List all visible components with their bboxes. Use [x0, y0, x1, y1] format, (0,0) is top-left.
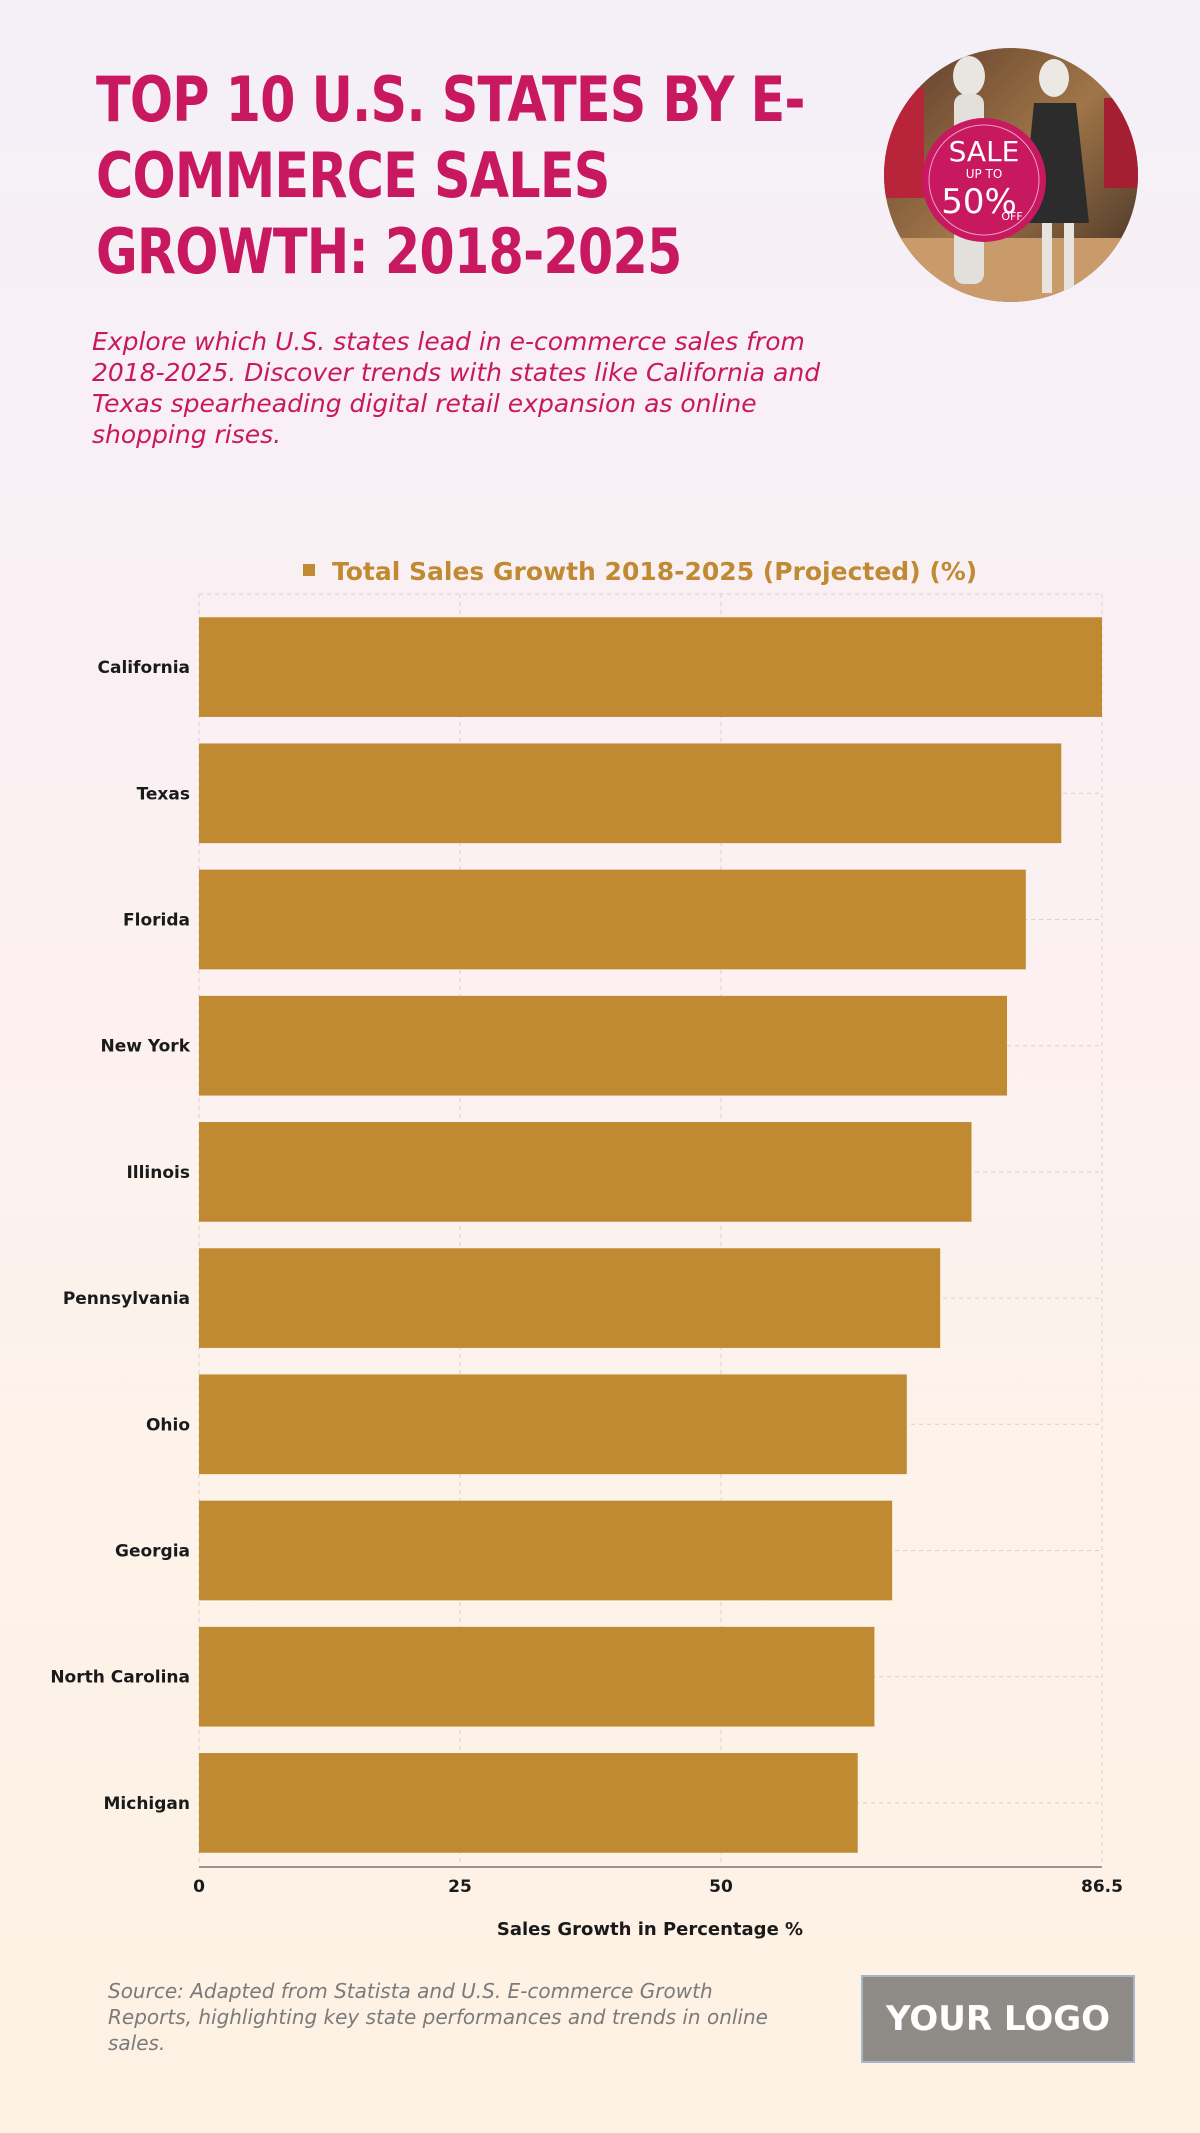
y-tick-label: California [98, 658, 190, 678]
source-note: Source: Adapted from Statista and U.S. E… [108, 1979, 768, 2055]
y-tick-label: Georgia [115, 1542, 190, 1562]
y-tick-label: Florida [123, 911, 190, 931]
sale-sign-off: OFF [1001, 210, 1022, 223]
sale-sign-percent: 50% [941, 182, 1017, 222]
x-axis-ticks: 0 25 50 86.5 [193, 1877, 1123, 1897]
y-tick-label: North Carolina [50, 1668, 190, 1688]
x-tick-label: 0 [193, 1877, 205, 1897]
y-axis-labels: California Texas Florida New York Illinois Pe… [50, 658, 190, 1814]
bar [199, 1122, 972, 1222]
sale-sign-upto: UP TO [966, 167, 1003, 181]
chart-bars [199, 617, 1102, 1853]
legend-label: Total Sales Growth 2018-2025 (Projected)… [332, 557, 977, 586]
y-tick-label: Pennsylvania [63, 1289, 190, 1309]
y-tick-label: Texas [137, 784, 190, 804]
legend-swatch [303, 564, 315, 576]
bar [199, 617, 1102, 717]
y-tick-label: Illinois [126, 1163, 190, 1183]
y-tick-label: Ohio [146, 1415, 190, 1435]
page-subtitle: Explore which U.S. states lead in e-comm… [92, 327, 821, 449]
x-tick-label: 86.5 [1081, 1877, 1123, 1897]
bar [199, 1374, 907, 1475]
sale-sign-text: SALE [949, 135, 1020, 168]
y-tick-label: Michigan [104, 1794, 191, 1814]
bar [199, 1626, 875, 1727]
bar [199, 1753, 858, 1853]
x-tick-label: 25 [448, 1877, 472, 1897]
chart-legend: Total Sales Growth 2018-2025 (Projected)… [303, 557, 977, 586]
bar [199, 1500, 893, 1601]
bar [199, 743, 1062, 844]
bar-chart: Total Sales Growth 2018-2025 (Projected)… [50, 557, 1123, 1940]
bar [199, 1248, 941, 1348]
x-tick-label: 50 [709, 1877, 733, 1897]
bar [199, 869, 1026, 970]
sale-storefront-photo: SALE UP TO 50% OFF [884, 48, 1138, 302]
y-tick-label: New York [101, 1037, 191, 1057]
logo-placeholder: YOUR LOGO [861, 1975, 1135, 2063]
x-axis-title: Sales Growth in Percentage % [497, 1919, 803, 1940]
page-title: TOP 10 U.S. STATES BY E-COMMERCE SALES G… [96, 63, 805, 288]
bar [199, 995, 1008, 1096]
